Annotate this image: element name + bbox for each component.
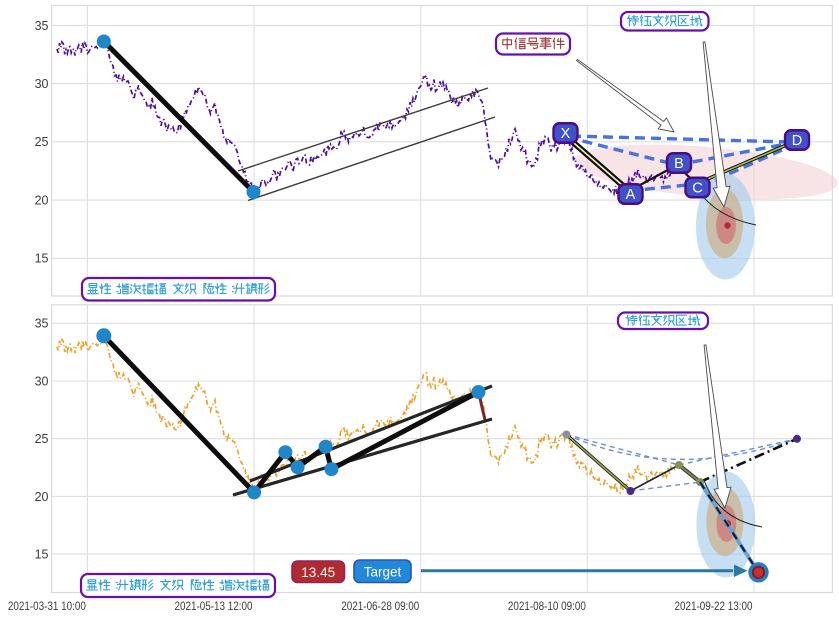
svg-text:A: A bbox=[626, 187, 636, 203]
svg-text:2021-09-22 13:00: 2021-09-22 13:00 bbox=[675, 599, 753, 613]
svg-text:D: D bbox=[792, 133, 802, 149]
svg-text:2021-08-10 09:00: 2021-08-10 09:00 bbox=[508, 599, 586, 613]
svg-text:15: 15 bbox=[35, 548, 49, 562]
svg-text:30: 30 bbox=[35, 374, 49, 388]
svg-text:20: 20 bbox=[35, 194, 49, 208]
svg-text:25: 25 bbox=[35, 135, 49, 149]
svg-text:2021-05-13 12:00: 2021-05-13 12:00 bbox=[175, 599, 253, 613]
svg-text:C: C bbox=[692, 181, 702, 197]
svg-text:25: 25 bbox=[35, 432, 49, 446]
svg-text:2021-03-31 10:00: 2021-03-31 10:00 bbox=[8, 599, 86, 613]
svg-text:13.45: 13.45 bbox=[301, 565, 335, 580]
svg-text:30: 30 bbox=[35, 77, 49, 91]
svg-text:2021-06-28 09:00: 2021-06-28 09:00 bbox=[341, 599, 419, 613]
svg-text:35: 35 bbox=[35, 317, 49, 331]
svg-text:X: X bbox=[561, 126, 571, 142]
svg-text:20: 20 bbox=[35, 490, 49, 504]
svg-text:B: B bbox=[674, 156, 684, 172]
svg-text:Target: Target bbox=[364, 565, 402, 580]
svg-text:35: 35 bbox=[35, 19, 49, 33]
svg-text:15: 15 bbox=[35, 252, 49, 266]
